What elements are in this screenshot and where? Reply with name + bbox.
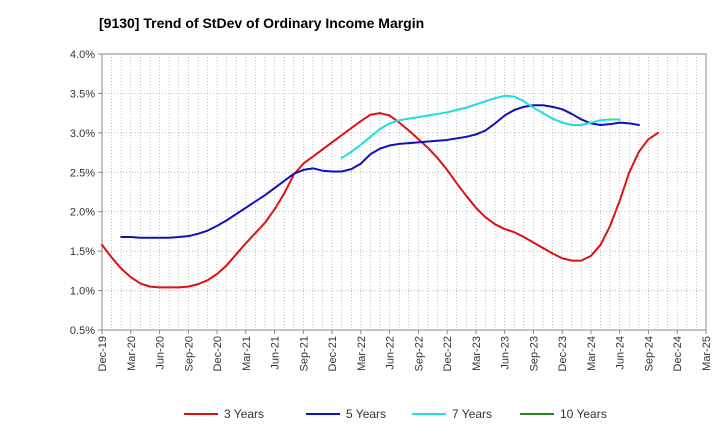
series-line-5-years xyxy=(120,104,640,239)
x-tick-label: Jun-22 xyxy=(385,336,397,370)
y-tick-label: 0.5% xyxy=(70,325,95,337)
x-tick-label: Dec-22 xyxy=(442,336,454,371)
x-tick-label: Mar-22 xyxy=(356,336,368,371)
x-tick-label: Jun-23 xyxy=(500,336,512,370)
x-tick-label: Sep-22 xyxy=(413,336,425,371)
x-tick-label: Dec-20 xyxy=(212,336,224,371)
x-tick-label: Mar-21 xyxy=(241,336,253,371)
x-axis: Dec-19 Mar-20 Jun-20 Sep-20 Dec-20 Mar-21 Jun-… xyxy=(97,330,713,371)
y-tick-label: 3.5% xyxy=(70,88,95,100)
x-tick-label: Dec-24 xyxy=(672,336,684,371)
x-tick-label: Sep-20 xyxy=(183,336,195,371)
y-tick-label: 2.0% xyxy=(70,207,95,219)
x-tick-label: Mar-23 xyxy=(471,336,483,371)
x-tick-label: Sep-24 xyxy=(643,336,655,371)
x-tick-label: Jun-21 xyxy=(270,336,282,370)
x-tick-label: Sep-23 xyxy=(528,336,540,371)
y-tick-label: 4.0% xyxy=(70,49,95,61)
y-tick-label: 1.0% xyxy=(70,286,95,298)
x-tick-label: Jun-24 xyxy=(615,336,627,370)
legend: 3 Years 5 Years 7 Years 10 Years xyxy=(184,407,607,421)
plot-background xyxy=(102,54,706,330)
y-tick-label: 2.5% xyxy=(70,167,95,179)
chart-title: [9130] Trend of StDev of Ordinary Income… xyxy=(99,15,424,31)
x-tick-label: Sep-21 xyxy=(298,336,310,371)
series-line-3-years xyxy=(101,112,660,289)
x-tick-label: Dec-21 xyxy=(327,336,339,371)
x-tick-label: Mar-24 xyxy=(586,336,598,371)
x-tick-label: Mar-20 xyxy=(126,336,138,371)
x-tick-label: Jun-20 xyxy=(155,336,167,370)
x-tick-label: Dec-19 xyxy=(97,336,109,371)
series-line-7-years xyxy=(340,94,621,160)
series-lines xyxy=(101,94,660,289)
legend-label-10-years: 10 Years xyxy=(560,407,607,421)
y-tick-label: 1.5% xyxy=(70,246,95,258)
plot-border xyxy=(101,53,707,331)
x-tick-label: Dec-23 xyxy=(557,336,569,371)
x-tick-label: Mar-25 xyxy=(701,336,713,371)
legend-label-3-years: 3 Years xyxy=(224,407,264,421)
legend-label-7-years: 7 Years xyxy=(452,407,492,421)
plot-area xyxy=(101,53,707,331)
y-tick-label: 3.0% xyxy=(70,128,95,140)
y-axis: 0.5% 1.0% 1.5% 2.0% 2.5% 3.0% 3.5% 4.0% xyxy=(70,49,102,337)
legend-label-5-years: 5 Years xyxy=(346,407,386,421)
